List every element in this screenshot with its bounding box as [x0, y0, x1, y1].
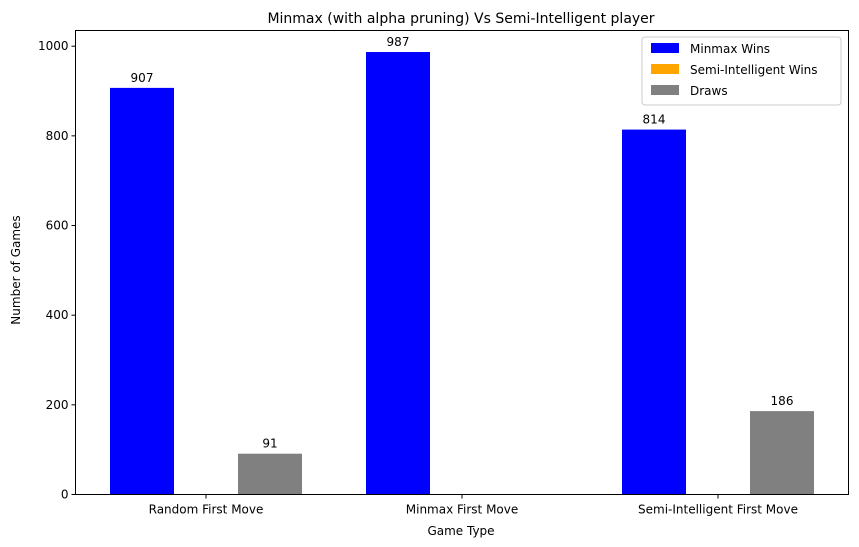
legend-swatch	[651, 85, 679, 95]
bar-value-label: 907	[131, 71, 154, 85]
legend-label: Minmax Wins	[690, 42, 770, 56]
bar	[366, 52, 430, 495]
bar-value-label: 987	[387, 35, 410, 49]
y-tick-label: 1000	[38, 39, 69, 53]
bar	[110, 87, 174, 495]
legend: Minmax Wins Semi-Intelligent Wins Draws	[641, 36, 842, 106]
y-tick-label: 600	[46, 219, 69, 233]
legend-swatch	[651, 43, 679, 53]
legend-label: Draws	[690, 84, 728, 98]
x-axis: Random First Move Minmax First Move Semi-I…	[149, 494, 798, 517]
y-axis: 0 200 400 600 800 1000	[38, 39, 76, 502]
x-tick-label: Semi-Intelligent First Move	[638, 503, 798, 517]
y-tick-label: 400	[46, 308, 69, 322]
legend-swatch	[651, 64, 679, 74]
bar-value-label: 814	[643, 113, 666, 127]
plot-frame	[75, 30, 849, 495]
bar-value-label: 91	[262, 437, 277, 451]
bar	[238, 453, 302, 495]
legend-frame	[641, 36, 842, 106]
y-tick-label: 800	[46, 129, 69, 143]
y-axis-label: Number of Games	[9, 215, 23, 324]
bars-group	[110, 52, 814, 495]
bar-labels-group: 907 987 814 91 186	[131, 35, 794, 451]
y-tick-label: 0	[61, 488, 69, 502]
bar-value-label: 186	[771, 394, 794, 408]
x-axis-label: Game Type	[427, 524, 494, 538]
x-tick-label: Minmax First Move	[406, 503, 519, 517]
x-tick-label: Random First Move	[149, 503, 264, 517]
legend-label: Semi-Intelligent Wins	[690, 63, 818, 77]
bar	[622, 129, 686, 495]
y-tick-label: 200	[46, 398, 69, 412]
chart-title: Minmax (with alpha pruning) Vs Semi-Inte…	[267, 11, 654, 27]
bar	[750, 411, 814, 495]
